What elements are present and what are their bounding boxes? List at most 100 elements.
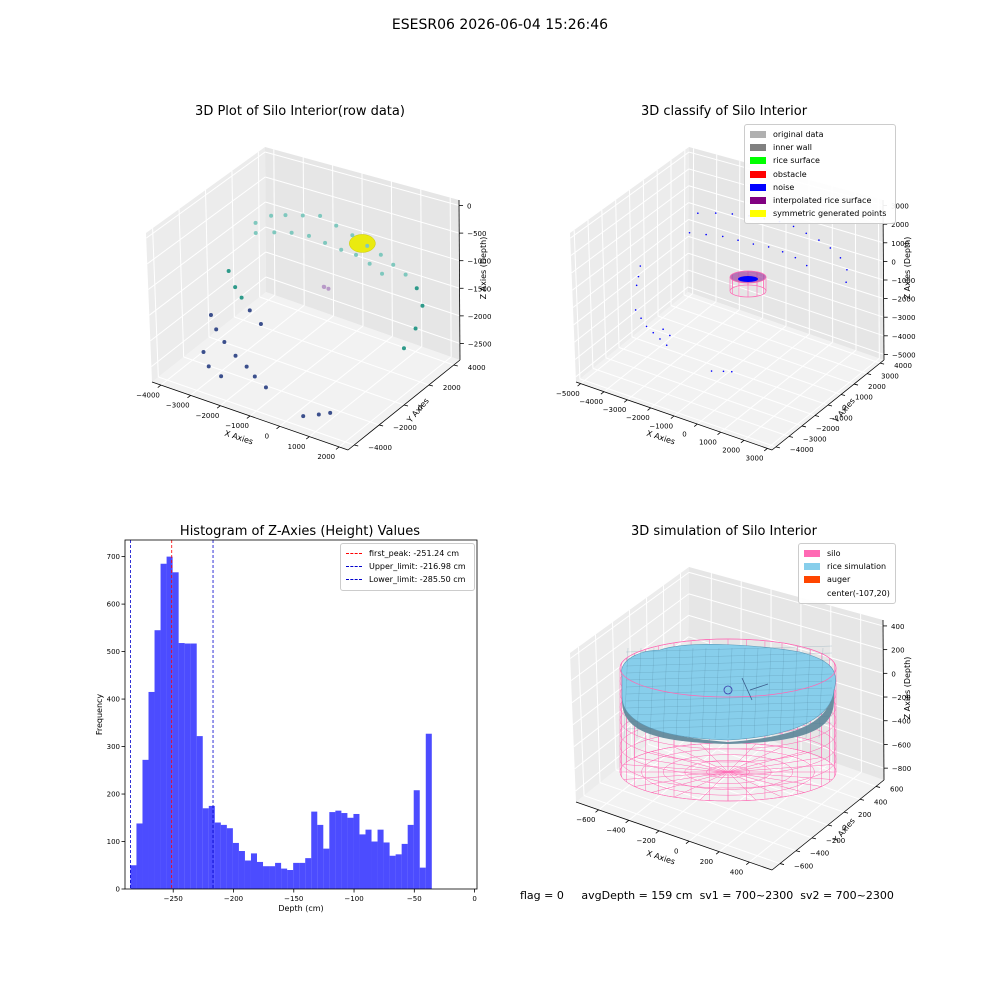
hist-bar [359,834,366,889]
p1-x-tick-label: 2000 [317,453,335,461]
p2-y-grid [683,294,881,364]
hist-y-tick-label: 0 [116,886,120,894]
p4-x-axis-line [575,801,773,871]
hist-bar [166,556,173,889]
hist-y-tick-label: 500 [107,648,120,656]
p2-y-tick-label: −4000 [790,446,814,454]
p2-noise-point [645,325,648,328]
p1-point [316,412,321,417]
p2-noise-point [665,344,668,347]
hist-bar [196,736,203,889]
legend-label: first_peak: -251.24 cm [369,549,460,559]
hist-bar [142,759,149,889]
hist-y-tick-label: 700 [107,553,120,561]
p1-point [222,340,227,345]
p1-z-grid [265,201,460,262]
p4-x-tick-label: −200 [637,837,656,845]
legend-label: inner wall [773,143,813,153]
p4-rice-mesh [649,647,655,739]
legend-label: original data [773,130,824,140]
legend-swatch [750,170,766,178]
p4-z-tick-label: −200 [891,694,910,702]
p1-feature-blob [349,234,376,253]
p2-x-tick-label: 0 [682,430,686,438]
p1-z-tick-label: −2500 [468,340,492,348]
legend-label: rice simulation [827,562,887,572]
p1-point [414,286,419,291]
legend-entry-obstacle: obstacle [750,168,890,181]
legend-label: auger [827,575,851,585]
p2-y-grid [644,326,842,396]
legend-swatch [804,576,820,584]
panel3-title: Histogram of Z-Axies (Height) Values [179,524,421,539]
p4-rice-mesh [625,722,833,730]
legend-swatch [750,210,766,218]
p1-point [401,346,406,351]
hist-bar [293,862,300,889]
p4-y-tick [811,837,817,840]
p1-y-grid [183,356,380,426]
p4-rice-mesh [766,647,772,739]
p2-noise-point [737,239,739,242]
p1-point [247,308,252,313]
legend-label: noise [773,182,795,192]
legend-entry-center: center(-107,20) [804,587,890,600]
hist-bar [389,855,396,889]
hist-bar [281,868,288,889]
p4-rice-mesh [688,647,694,739]
p1-y-tick-label: −4000 [368,444,392,452]
p2-noise-point [781,250,784,253]
p4-y-tick [859,798,865,801]
p1-point [201,349,206,354]
p4-y-tick-label: 400 [874,798,887,806]
p1-point [214,327,219,332]
p1-y-grid [152,228,159,378]
p4-silo-floor-spoke [727,771,805,793]
p1-z-grid [265,226,460,289]
hist-bar [425,733,432,889]
p4-rice-mesh [675,647,681,739]
p2-y-tick [788,436,794,438]
hist-bar [232,842,239,889]
p1-y-grid [158,376,355,446]
p2-y-tick-label: 1000 [855,394,873,402]
legend-label: Upper_limit: -216.98 cm [369,562,466,572]
hist-bar [190,643,197,889]
p4-y-grid [663,730,861,800]
hist-bar [335,810,342,889]
p2-x-axis-line [575,381,773,451]
p4-rice-mesh [625,659,833,667]
p1-x-tick-label: −4000 [136,391,160,399]
p4-silo-floor-spoke [727,771,822,787]
p1-point [219,374,224,379]
p2-y-tick [853,383,859,386]
legend-entry-auger: auger [804,573,890,586]
p4-y-grid [599,782,797,852]
p1-y-tick-label: 0 [418,404,422,412]
p4-y-tick-label: 0 [842,824,846,832]
p1-z-tick-label: −500 [467,230,486,238]
p1-z-tick-label: −2000 [468,313,492,321]
p2-noise-point [829,247,832,249]
p4-silo-floor-spoke [651,751,729,773]
legend-entry-first-peak: first_peak: -251.24 cm [346,547,469,560]
hist-y-tick-label: 400 [107,696,120,704]
p1-z-grid [265,251,460,317]
p4-silo-floor-spoke [727,771,833,780]
hist-y-tick-label: 200 [107,791,120,799]
p4-rice-mesh [701,647,707,739]
hist-bar [202,808,209,889]
hist-bar [311,811,318,889]
p1-y-tick [403,404,409,407]
p1-x-tick [306,436,310,440]
panel4-title: 3D simulation of Silo Interior [631,524,817,539]
hist-bar [154,630,161,889]
hist-x-tick-label: −50 [407,895,422,903]
p2-z-tick-label: −3000 [892,314,916,322]
p4-rice-mesh [662,647,668,739]
p1-x-grid [332,165,335,316]
p4-silo-floor-spoke [727,743,757,773]
hist-bar [407,824,414,889]
p4-z-grid [688,571,884,627]
